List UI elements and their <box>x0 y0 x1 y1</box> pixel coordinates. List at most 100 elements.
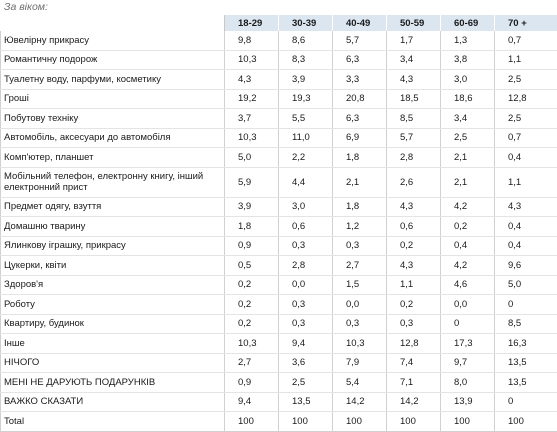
table-cell: 18,6 <box>441 89 495 109</box>
table-cell: 3,9 <box>279 70 333 90</box>
table-cell: 2,1 <box>441 167 495 197</box>
row-label: Мобільний телефон, електронну книгу, інш… <box>1 167 225 197</box>
table-cell: 2,8 <box>279 256 333 276</box>
table-cell: 0,3 <box>279 314 333 334</box>
table-cell: 13,5 <box>495 353 557 373</box>
row-label: Total <box>1 412 225 432</box>
table-cell: 3,4 <box>441 109 495 129</box>
row-label: Туалетну воду, парфуми, косметику <box>1 70 225 90</box>
row-label: Автомобіль, аксесуари до автомобіля <box>1 128 225 148</box>
table-cell: 1,5 <box>333 275 387 295</box>
table-cell: 1,3 <box>441 31 495 50</box>
row-label: МЕНІ НЕ ДАРУЮТЬ ПОДАРУНКІВ <box>1 373 225 393</box>
table-cell: 1,8 <box>225 217 279 237</box>
header-cell: 60-69 <box>441 15 495 31</box>
table-cell: 5,0 <box>225 148 279 168</box>
row-label: Побутову техніку <box>1 109 225 129</box>
row-label: Предмет одягу, взуття <box>1 197 225 217</box>
table-cell: 1,8 <box>333 197 387 217</box>
table-cell: 2,7 <box>333 256 387 276</box>
header-cell: 30-39 <box>279 15 333 31</box>
table-cell: 0 <box>495 392 557 412</box>
row-label: Ялинкову іграшку, прикрасу <box>1 236 225 256</box>
table-caption: За віком: <box>4 1 48 13</box>
row-label: Ювелірну прикрасу <box>1 31 225 50</box>
table-cell: 0,6 <box>387 217 441 237</box>
table-cell: 2,2 <box>279 148 333 168</box>
row-label: Гроші <box>1 89 225 109</box>
table-cell: 100 <box>387 412 441 432</box>
table-cell: 0,2 <box>387 236 441 256</box>
table-row: Мобільний телефон, електронну книгу, інш… <box>1 167 557 197</box>
table-cell: 0,4 <box>495 148 557 168</box>
row-label: Квартиру, будинок <box>1 314 225 334</box>
table-cell: 4,2 <box>441 256 495 276</box>
table-cell: 2,7 <box>225 353 279 373</box>
table-cell: 2,6 <box>387 167 441 197</box>
table-cell: 2,5 <box>441 128 495 148</box>
table-cell: 0,2 <box>441 217 495 237</box>
table-cell: 0,3 <box>333 314 387 334</box>
table-cell: 0 <box>441 314 495 334</box>
table-cell: 14,2 <box>333 392 387 412</box>
table-cell: 2,5 <box>495 109 557 129</box>
table-cell: 9,7 <box>441 353 495 373</box>
table-cell: 0,0 <box>441 295 495 315</box>
table-cell: 13,5 <box>279 392 333 412</box>
age-distribution-table: 18-29 30-39 40-49 50-59 60-69 70 + Ювелі… <box>0 15 557 432</box>
table-cell: 4,3 <box>387 197 441 217</box>
table-cell: 0,9 <box>225 236 279 256</box>
table-cell: 13,9 <box>441 392 495 412</box>
table-cell: 5,9 <box>225 167 279 197</box>
row-label: ВАЖКО СКАЗАТИ <box>1 392 225 412</box>
table-cell: 11,0 <box>279 128 333 148</box>
table-cell: 18,5 <box>387 89 441 109</box>
header-cell-empty <box>1 15 225 31</box>
table-cell: 4,3 <box>495 197 557 217</box>
table-cell: 5,7 <box>333 31 387 50</box>
table-cell: 19,2 <box>225 89 279 109</box>
table-cell: 3,8 <box>441 50 495 70</box>
table-cell: 0,0 <box>279 275 333 295</box>
table-cell: 2,1 <box>333 167 387 197</box>
table-cell: 2,1 <box>441 148 495 168</box>
table-cell: 6,3 <box>333 50 387 70</box>
table-cell: 12,8 <box>495 89 557 109</box>
table-cell: 3,7 <box>225 109 279 129</box>
table-cell: 100 <box>441 412 495 432</box>
table-cell: 10,3 <box>333 334 387 354</box>
table-cell: 0,7 <box>495 31 557 50</box>
table-cell: 9,8 <box>225 31 279 50</box>
table-cell: 0,0 <box>333 295 387 315</box>
table-cell: 0,2 <box>225 275 279 295</box>
table-cell: 3,3 <box>333 70 387 90</box>
table-cell: 0,3 <box>333 236 387 256</box>
table-cell: 9,4 <box>225 392 279 412</box>
table-cell: 12,8 <box>387 334 441 354</box>
table-cell: 100 <box>279 412 333 432</box>
table-cell: 8,6 <box>279 31 333 50</box>
table-cell: 0,4 <box>495 236 557 256</box>
table-cell: 3,6 <box>279 353 333 373</box>
table-cell: 100 <box>495 412 557 432</box>
table-cell: 7,4 <box>387 353 441 373</box>
table-cell: 5,5 <box>279 109 333 129</box>
row-label: Здоров'я <box>1 275 225 295</box>
table-cell: 0,2 <box>225 314 279 334</box>
row-label: Інше <box>1 334 225 354</box>
header-cell: 50-59 <box>387 15 441 31</box>
table-cell: 0,3 <box>387 314 441 334</box>
